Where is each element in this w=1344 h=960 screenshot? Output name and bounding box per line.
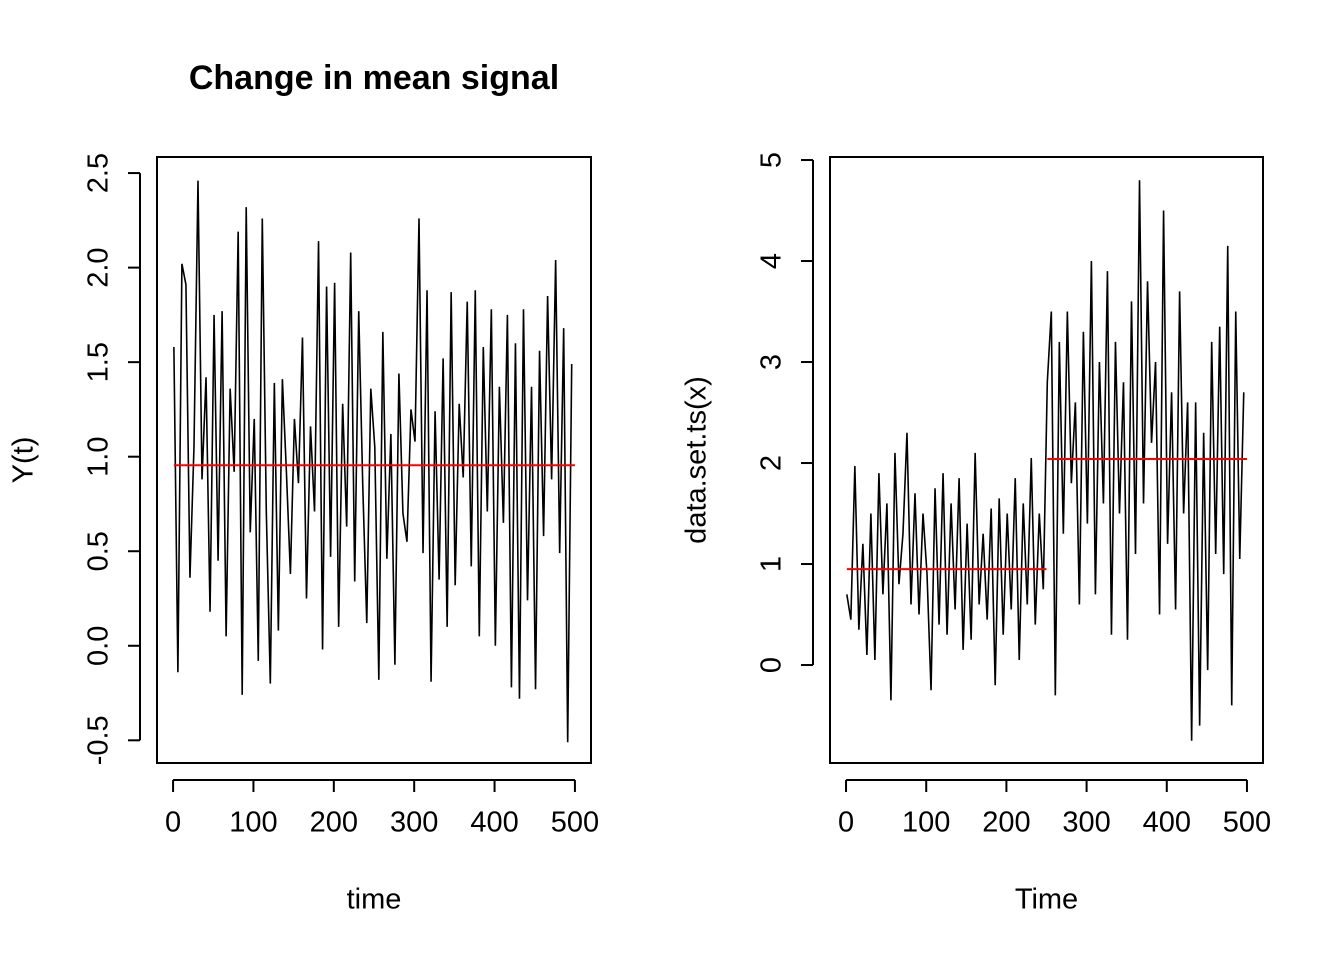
- x-axis-title: time: [347, 884, 402, 916]
- y-tick-label: 2.0: [83, 247, 115, 287]
- y-tick-label: 2: [756, 455, 788, 471]
- x-tick-label: 200: [982, 807, 1030, 839]
- y-tick-label: 4: [756, 253, 788, 269]
- y-tick-label: 1: [756, 556, 788, 572]
- x-tick-label: 200: [310, 807, 358, 839]
- x-tick-label: 400: [1143, 807, 1191, 839]
- y-tick-label: 0: [756, 657, 788, 673]
- plot-box: [829, 156, 1264, 764]
- x-axis-title: Time: [1015, 884, 1078, 916]
- y-tick-label: 5: [756, 152, 788, 168]
- x-tick-label: 100: [902, 807, 950, 839]
- y-tick-label: 0.0: [83, 626, 115, 666]
- y-axis-title: data.set.ts(x): [681, 376, 713, 544]
- x-tick-label: 400: [470, 807, 518, 839]
- data-line: [173, 180, 573, 743]
- y-tick-label: 0.5: [83, 531, 115, 571]
- x-tick-label: 500: [1223, 807, 1271, 839]
- x-tick-label: 500: [551, 807, 599, 839]
- x-tick-label: 300: [390, 807, 438, 839]
- y-tick-label: 2.5: [83, 153, 115, 193]
- x-tick-label: 300: [1062, 807, 1110, 839]
- data-line: [846, 180, 1245, 741]
- chart-title: Change in mean signal: [189, 59, 559, 97]
- y-tick-label: 1.5: [83, 342, 115, 382]
- y-tick-label: -0.5: [83, 715, 115, 765]
- x-tick-label: 0: [838, 807, 854, 839]
- y-tick-label: 1.0: [83, 437, 115, 477]
- y-tick-label: 3: [756, 354, 788, 370]
- x-tick-label: 0: [165, 807, 181, 839]
- plot-box: [156, 156, 592, 764]
- y-axis-title: Y(t): [8, 437, 40, 484]
- x-tick-label: 100: [229, 807, 277, 839]
